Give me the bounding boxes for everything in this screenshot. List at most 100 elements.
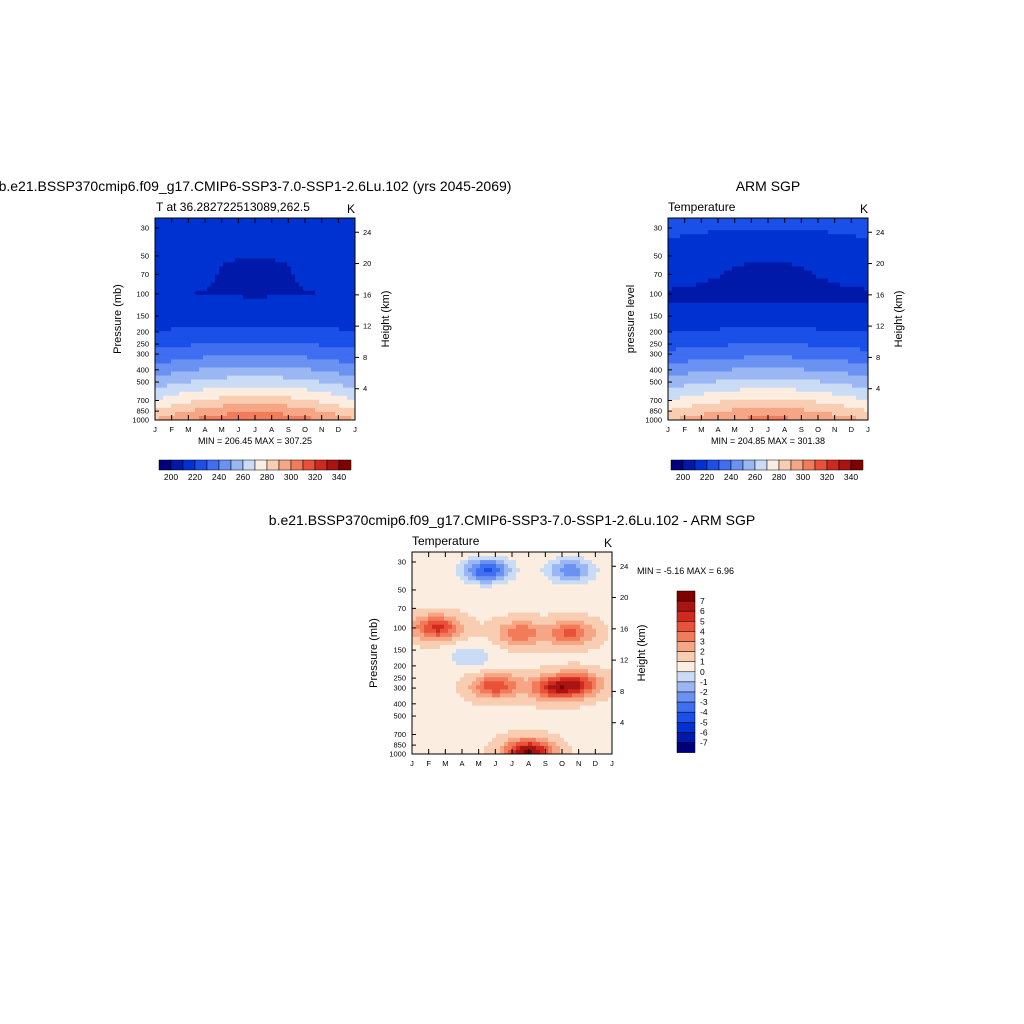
contour-cell (235, 319, 240, 324)
contour-cell (672, 234, 677, 239)
contour-cell (788, 323, 793, 328)
colorbar-swatch (194, 459, 208, 471)
contour-cell (195, 246, 200, 251)
contour-cell (760, 339, 765, 344)
contour-cell (267, 282, 272, 288)
contour-cell (287, 343, 292, 348)
contour-cell (828, 242, 833, 247)
contour-cell (291, 323, 296, 328)
contour-cell (728, 258, 733, 264)
contour-cell (283, 258, 288, 264)
contour-cell (347, 238, 352, 243)
contour-cell (263, 302, 268, 308)
contour-cell (243, 371, 248, 377)
contour-cell (852, 218, 857, 223)
contour-cell (692, 234, 697, 239)
contour-cell (672, 250, 677, 255)
contour-cell (764, 387, 769, 393)
contour-cell (167, 351, 172, 356)
contour-cell (800, 375, 805, 381)
contour-cell (820, 262, 825, 268)
contour-cell (812, 254, 817, 259)
contour-cell (836, 391, 841, 397)
contour-cell (227, 278, 232, 284)
contour-cell (275, 379, 280, 385)
contour-cell (748, 286, 753, 292)
contour-cell (852, 306, 857, 312)
contour-cell (696, 250, 701, 255)
contour-cell (728, 371, 733, 377)
contour-cell (319, 351, 324, 356)
contour-cell (187, 262, 192, 268)
contour-cell (852, 234, 857, 239)
contour-cell (672, 242, 677, 247)
contour-cell (159, 375, 164, 381)
contour-cell (187, 327, 192, 332)
contour-cell (343, 274, 348, 280)
contour-cell (712, 314, 717, 320)
contour-cell (712, 403, 717, 409)
contour-cell (732, 359, 737, 365)
contour-cell (331, 387, 336, 393)
contour-cell (780, 298, 785, 304)
colorbar-label: 220 (188, 472, 202, 482)
contour-cell (175, 262, 180, 268)
contour-cell (203, 371, 208, 377)
contour-cell (239, 371, 244, 377)
colorbar-label: 240 (212, 472, 226, 482)
contour-cell (700, 234, 705, 239)
contour-cell (183, 367, 188, 373)
contour-cell (768, 347, 773, 352)
contour-cell (331, 395, 336, 401)
contour-cell (756, 395, 761, 401)
contour-cell (347, 218, 352, 223)
contour-cell (724, 258, 729, 264)
contour-cell (303, 278, 308, 284)
contour-cell (195, 266, 200, 272)
contour-cell (323, 371, 328, 377)
contour-cell (800, 246, 805, 251)
contour-cell (828, 387, 833, 393)
x-tick-label: A (269, 425, 274, 434)
contour-cell (764, 306, 769, 312)
contour-cell (347, 262, 352, 268)
contour-cell (299, 230, 304, 235)
contour-cell (680, 387, 685, 393)
contour-cell (684, 290, 689, 296)
contour-cell (287, 347, 292, 352)
contour-cell (163, 415, 168, 420)
contour-cell (712, 242, 717, 247)
contour-cell (696, 339, 701, 344)
contour-cell (183, 274, 188, 280)
contour-cell (347, 306, 352, 312)
contour-cell (688, 246, 693, 251)
contour-cell (836, 306, 841, 312)
contour-cell (764, 363, 769, 369)
contour-cell (724, 395, 729, 401)
contour-cell (676, 387, 681, 393)
contour-cell (247, 274, 252, 280)
contour-cell (283, 270, 288, 276)
contour-cell (704, 367, 709, 373)
contour-cell (696, 314, 701, 320)
contour-cell (323, 230, 328, 235)
contour-cell (812, 302, 817, 308)
contour-cell (179, 266, 184, 272)
contour-cell (179, 234, 184, 239)
contour-cell (163, 343, 168, 348)
contour-cell (688, 290, 693, 296)
contour-cell (335, 331, 340, 336)
contour-cell (227, 359, 232, 365)
contour-cell (816, 399, 821, 405)
contour-cell (728, 323, 733, 328)
contour-cell (836, 246, 841, 251)
contour-cell (732, 335, 737, 340)
contour-cell (860, 274, 865, 280)
contour-cell (836, 331, 841, 336)
contour-cell (792, 403, 797, 409)
contour-cell (219, 314, 224, 320)
contour-cell (199, 375, 204, 381)
contour-cell (832, 250, 837, 255)
contour-cell (800, 310, 805, 316)
contour-cell (740, 371, 745, 377)
